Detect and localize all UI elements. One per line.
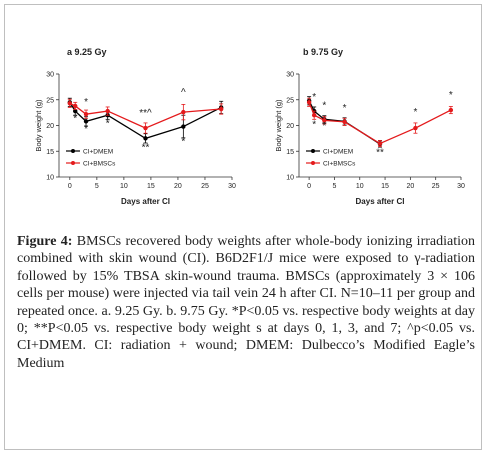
legend-label: CI+DMEM — [83, 149, 113, 156]
data-point — [306, 100, 312, 105]
significance-mark: * — [84, 124, 88, 135]
legend-marker — [71, 149, 75, 153]
series-line-1 — [308, 102, 452, 145]
chart-title: b 9.75 Gy — [303, 47, 343, 57]
data-point — [83, 111, 89, 117]
data-point — [105, 108, 110, 114]
x-tick-label: 25 — [432, 183, 440, 190]
x-tick-label: 30 — [228, 183, 236, 190]
x-axis-label: Days after CI — [356, 197, 405, 206]
significance-mark: * — [322, 121, 326, 132]
significance-mark: * — [413, 107, 417, 118]
significance-mark: * — [343, 103, 347, 114]
caption-label: Figure 4: — [17, 234, 73, 249]
data-point — [67, 101, 73, 106]
legend-marker — [71, 161, 75, 165]
data-point — [311, 113, 317, 118]
data-point — [322, 118, 327, 123]
x-tick-label: 20 — [406, 183, 414, 190]
data-point — [143, 136, 148, 141]
x-tick-label: 15 — [381, 183, 389, 190]
significance-mark: * — [73, 113, 77, 124]
caption-text: BMSCs recovered body weights after whole… — [17, 234, 475, 371]
significance-mark: **^ — [139, 108, 152, 119]
figure-frame: a 9.25 Gy 10 15 20 25 30 0 5 10 15 20 25 30 Days afte… — [4, 4, 482, 450]
significance-mark: * — [106, 119, 110, 130]
y-axis-label: Body weight (g) — [34, 99, 43, 152]
significance-mark: * — [312, 120, 316, 131]
significance-mark: * — [181, 137, 185, 148]
significance-mark: * — [449, 90, 453, 101]
data-point — [73, 108, 78, 114]
x-tick-label: 0 — [68, 183, 72, 190]
x-tick-label: 10 — [120, 183, 128, 190]
legend-label: CI+BMSCs — [323, 161, 356, 168]
y-tick-label: 15 — [46, 149, 54, 156]
significance-mark: ** — [142, 143, 150, 154]
data-point — [73, 103, 78, 109]
x-tick-label: 0 — [307, 183, 311, 190]
x-tick-label: 5 — [332, 183, 336, 190]
data-point — [413, 125, 418, 131]
data-point — [181, 109, 186, 115]
x-tick-label: 10 — [356, 183, 364, 190]
y-tick-label: 20 — [46, 123, 54, 130]
y-tick-label: 30 — [286, 72, 294, 79]
x-axis-label: Days after CI — [121, 197, 170, 206]
data-point — [342, 119, 347, 125]
data-point — [143, 125, 148, 131]
significance-mark: ** — [376, 147, 384, 158]
y-axis-label: Body weight (g) — [274, 99, 283, 152]
x-tick-label: 15 — [147, 183, 155, 190]
data-point — [448, 107, 454, 113]
legend-marker — [311, 161, 315, 165]
data-point — [181, 124, 186, 129]
significance-mark: * — [84, 97, 88, 108]
charts-svg: a 9.25 Gy 10 15 20 25 30 0 5 10 15 20 25 30 Days afte… — [34, 47, 465, 206]
data-point — [83, 119, 89, 124]
y-tick-label: 15 — [286, 149, 294, 156]
significance-mark: * — [312, 92, 316, 103]
x-tick-label: 25 — [201, 183, 209, 190]
chart-panel-b: b 9.75 Gy 10 15 20 25 30 0 5 10 15 20 25 30 Days afte… — [274, 47, 465, 206]
chart-panel-a: a 9.25 Gy 10 15 20 25 30 0 5 10 15 20 25 30 Days afte… — [34, 47, 236, 206]
data-point — [218, 106, 224, 112]
y-tick-label: 25 — [286, 97, 294, 104]
y-tick-label: 25 — [46, 97, 54, 104]
legend-marker — [311, 149, 315, 153]
chart-title: a 9.25 Gy — [67, 47, 107, 57]
x-tick-label: 5 — [95, 183, 99, 190]
legend-label: CI+BMSCs — [83, 161, 116, 168]
x-tick-label: 20 — [174, 183, 182, 190]
x-tick-label: 30 — [457, 183, 465, 190]
legend-label: CI+DMEM — [323, 149, 353, 156]
figure-caption: Figure 4: BMSCs recovered body weights a… — [17, 233, 475, 372]
y-tick-label: 10 — [46, 175, 54, 182]
y-tick-label: 10 — [286, 175, 294, 182]
y-tick-label: 20 — [286, 123, 294, 130]
data-point — [377, 141, 383, 146]
significance-mark: ^ — [181, 88, 186, 99]
y-tick-label: 30 — [46, 72, 54, 79]
significance-mark: * — [322, 101, 326, 112]
